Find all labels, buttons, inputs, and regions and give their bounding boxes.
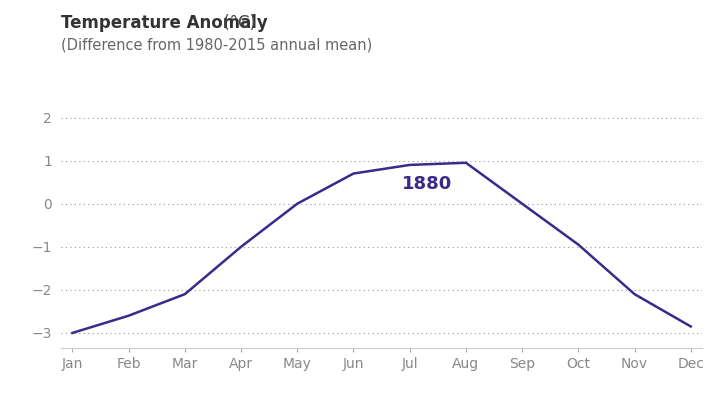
Text: (°C): (°C) [218, 14, 256, 32]
Text: (Difference from 1980-2015 annual mean): (Difference from 1980-2015 annual mean) [61, 38, 372, 53]
Text: Temperature Anomaly: Temperature Anomaly [61, 14, 268, 32]
Text: 1880: 1880 [402, 175, 451, 193]
